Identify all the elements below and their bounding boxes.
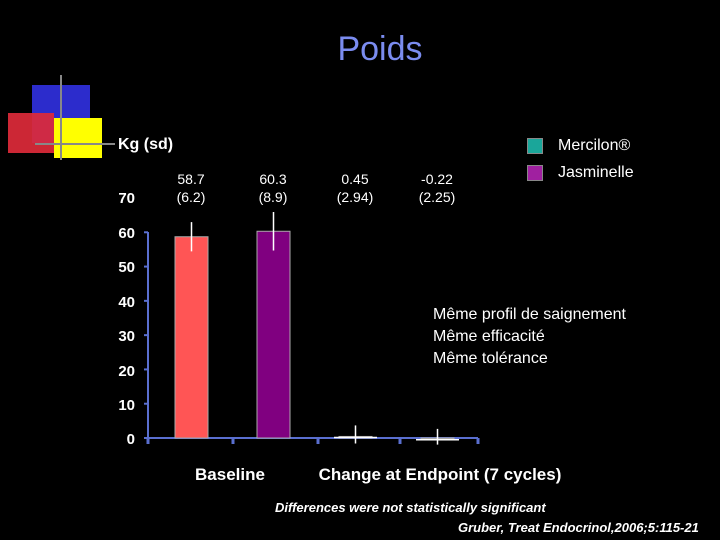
legend-label-jasminelle: Jasminelle xyxy=(558,164,634,181)
page-title: Poids xyxy=(337,30,423,68)
legend-swatch-mercilon xyxy=(527,138,543,154)
y-tick-label: 30 xyxy=(118,328,135,345)
decor-horizontal-line xyxy=(35,143,115,145)
value-label-mercilon-change: 0.45 (2.94) xyxy=(336,171,374,205)
y-tick-label: 0 xyxy=(126,431,135,448)
x-category-label-baseline: Baseline xyxy=(195,465,265,484)
note-bleeding-profile: Même profil de saignement xyxy=(433,306,626,323)
decor-yellow-block xyxy=(54,118,102,158)
bar-jasminelle-0 xyxy=(256,230,291,439)
y-tick-label: 70 xyxy=(118,190,135,207)
decor-red-block xyxy=(8,113,54,153)
y-tick-label: 60 xyxy=(118,225,135,242)
decor-vertical-line xyxy=(60,75,62,160)
y-tick-label: 50 xyxy=(118,259,135,276)
footnote-reference: Gruber, Treat Endocrinol,2006;5:115-21 xyxy=(458,520,699,535)
note-tolerance: Même tolérance xyxy=(433,350,548,367)
value-label-jasminelle-change: -0.22 (2.25) xyxy=(418,171,456,205)
value-label-mercilon-baseline: 58.7 (6.2) xyxy=(176,171,206,205)
y-tick-label: 20 xyxy=(118,363,135,380)
x-category-label-change: Change at Endpoint (7 cycles) xyxy=(318,465,562,484)
footnote-significance: Differences were not statistically signi… xyxy=(275,500,546,515)
bar-mercilon-0 xyxy=(174,236,209,439)
note-efficacy: Même efficacité xyxy=(433,328,545,345)
value-label-jasminelle-baseline: 60.3 (8.9) xyxy=(258,171,288,205)
legend-swatch-jasminelle xyxy=(527,165,543,181)
y-tick-label: 10 xyxy=(118,397,135,414)
y-tick-label: 40 xyxy=(118,294,135,311)
legend-label-mercilon: Mercilon® xyxy=(558,137,631,154)
y-axis-label: Kg (sd) xyxy=(118,136,174,153)
